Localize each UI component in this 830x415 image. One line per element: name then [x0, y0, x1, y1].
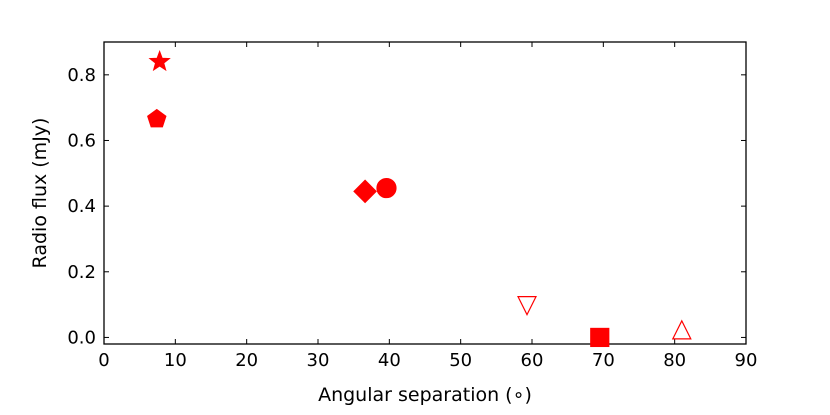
y-tick-label: 0.8: [67, 65, 96, 86]
y-tick-label: 0.6: [67, 130, 96, 151]
x-tick-label: 50: [449, 350, 472, 371]
x-axis-label: Angular separation (∘): [318, 384, 532, 406]
data-point-triangle-up: [671, 319, 692, 340]
data-points: [147, 49, 692, 348]
data-point-circle: [376, 177, 397, 199]
plot-area: [103, 41, 747, 345]
x-tick-label: 60: [521, 350, 544, 371]
axis-ticks: 0 10 20 30 40 50 60 70 80 90 0.0 0.2 0.4 0.6 0.8: [67, 42, 757, 371]
x-tick-label: 0: [98, 350, 109, 371]
y-tick-label: 0.4: [67, 196, 96, 217]
x-tick-label: 30: [307, 350, 330, 371]
x-tick-label: 80: [663, 350, 686, 371]
x-tick-label: 10: [164, 350, 187, 371]
y-axis-label: Radio flux (mJy): [29, 118, 51, 269]
y-tick-label: 0.2: [67, 262, 96, 283]
y-tick-label: 0.0: [67, 327, 96, 348]
x-tick-label: 40: [378, 350, 401, 371]
x-tick-label: 20: [235, 350, 258, 371]
x-tick-label: 70: [592, 350, 615, 371]
data-point-square: [590, 327, 610, 348]
data-point-diamond: [353, 179, 377, 204]
data-point-star: [148, 49, 171, 72]
data-point-pentagon: [147, 108, 167, 128]
data-point-triangle-down: [517, 296, 537, 316]
x-tick-label: 90: [735, 350, 758, 371]
